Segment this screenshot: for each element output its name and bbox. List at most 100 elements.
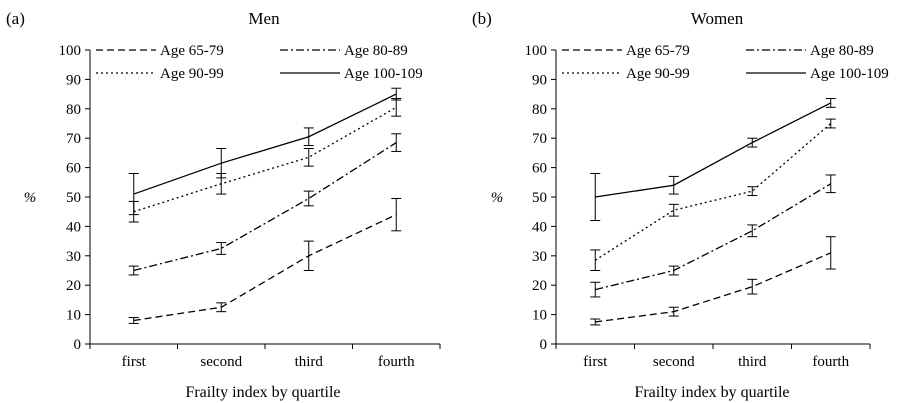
- x-tick-label: third: [738, 354, 767, 370]
- x-tick-label: third: [295, 354, 324, 370]
- y-tick-label: 80: [532, 102, 547, 118]
- series-dashdot: [590, 174, 836, 298]
- series-line: [133, 93, 397, 195]
- error-bar: [590, 249, 601, 271]
- panel-men: (a) Men % Frailty index by quartile 0 10 2…: [6, 9, 441, 401]
- x-tick-label: fourth: [812, 354, 849, 370]
- y-tick-label: 70: [66, 131, 81, 147]
- error-bar: [303, 190, 314, 207]
- y-tick-label: 40: [66, 219, 81, 235]
- error-bar: [825, 174, 836, 194]
- x-tick-label: first: [122, 354, 147, 370]
- error-bar: [391, 87, 402, 101]
- error-bar: [128, 265, 139, 276]
- panel-women: (b) Women % Frailty index by quartile 0 1…: [472, 9, 889, 401]
- y-tick-label: 30: [532, 249, 547, 265]
- legend: Age 65-79 Age 80-89 Age 90-99 Age 100-109: [562, 43, 889, 82]
- x-tick-label: fourth: [378, 354, 415, 370]
- series-line: [133, 142, 397, 272]
- series-dashed: [590, 236, 836, 326]
- y-tick-label: 0: [540, 337, 548, 353]
- y-tick-label: 10: [532, 308, 547, 324]
- series-line: [595, 252, 832, 323]
- legend-label: Age 90-99: [626, 66, 690, 82]
- y-tick-label: 90: [532, 72, 547, 88]
- x-axis-label: Frailty index by quartile: [185, 384, 340, 401]
- legend-label: Age 80-89: [810, 43, 874, 59]
- error-bar: [668, 265, 679, 276]
- error-bar: [303, 240, 314, 271]
- y-tick-label: 30: [66, 249, 81, 265]
- legend-label: Age 100-109: [344, 66, 423, 82]
- error-bar: [303, 127, 314, 147]
- legend-label: Age 65-79: [626, 43, 690, 59]
- legend-label: Age 65-79: [160, 43, 224, 59]
- y-tick-label: 80: [66, 102, 81, 118]
- error-bar: [216, 302, 227, 313]
- series-dashdot: [128, 133, 402, 276]
- error-bar: [747, 224, 758, 238]
- error-bar: [668, 306, 679, 317]
- plot-area: [128, 87, 402, 324]
- y-tick-label: 0: [74, 337, 82, 353]
- y-tick-label: 100: [525, 43, 548, 59]
- x-tick-label: second: [653, 354, 695, 370]
- series-solid: [590, 98, 836, 222]
- series-line: [133, 106, 397, 213]
- legend-item: Age 100-109: [280, 66, 423, 82]
- chart-title: Men: [248, 9, 280, 28]
- series-line: [595, 183, 832, 291]
- legend-item: Age 90-99: [562, 66, 690, 82]
- legend-item: Age 100-109: [746, 66, 889, 82]
- y-tick-label: 60: [532, 161, 547, 177]
- y-tick-label: 20: [532, 278, 547, 294]
- y-tick-label: 10: [66, 308, 81, 324]
- error-bar: [216, 242, 227, 255]
- error-bar: [747, 137, 758, 148]
- x-tick-label: second: [200, 354, 242, 370]
- series-dashed: [128, 197, 402, 324]
- y-tick-label: 50: [532, 190, 547, 206]
- y-tick-label: 70: [532, 131, 547, 147]
- error-bar: [825, 118, 836, 129]
- panel-label: (b): [472, 9, 492, 28]
- legend-item: Age 65-79: [562, 43, 690, 59]
- error-bar: [303, 147, 314, 167]
- error-bar: [668, 175, 679, 195]
- error-bar: [825, 236, 836, 270]
- error-bar: [128, 317, 139, 324]
- legend-item: Age 80-89: [280, 43, 408, 59]
- series-line: [595, 102, 832, 198]
- series-dotted: [590, 118, 836, 271]
- legend-label: Age 90-99: [160, 66, 224, 82]
- legend: Age 65-79 Age 80-89 Age 90-99 Age 100-109: [96, 43, 423, 82]
- axes: 0 10 20 30 40 50 60 70 80 90 100 first second third fo…: [525, 43, 871, 370]
- series-solid: [128, 87, 402, 216]
- error-bar: [747, 278, 758, 295]
- y-axis-label: %: [24, 190, 37, 206]
- chart-title: Women: [691, 9, 744, 28]
- error-bar: [391, 98, 402, 117]
- error-bar: [747, 186, 758, 197]
- y-tick-label: 40: [532, 219, 547, 235]
- panel-label: (a): [6, 9, 25, 28]
- legend-label: Age 80-89: [344, 43, 408, 59]
- error-bar: [590, 318, 601, 326]
- error-bar: [590, 172, 601, 222]
- legend-item: Age 65-79: [96, 43, 224, 59]
- axes: 0 10 20 30 40 50 60 70 80 90 100 first second third fo…: [59, 43, 441, 370]
- legend-item: Age 80-89: [746, 43, 874, 59]
- legend-label: Age 100-109: [810, 66, 889, 82]
- y-tick-label: 100: [59, 43, 82, 59]
- y-tick-label: 20: [66, 278, 81, 294]
- error-bar: [216, 147, 227, 179]
- error-bar: [668, 203, 679, 217]
- error-bar: [590, 281, 601, 298]
- error-bar: [391, 133, 402, 152]
- y-tick-label: 90: [66, 72, 81, 88]
- y-tick-label: 60: [66, 161, 81, 177]
- series-line: [133, 214, 397, 322]
- y-tick-label: 50: [66, 190, 81, 206]
- error-bar: [128, 172, 139, 216]
